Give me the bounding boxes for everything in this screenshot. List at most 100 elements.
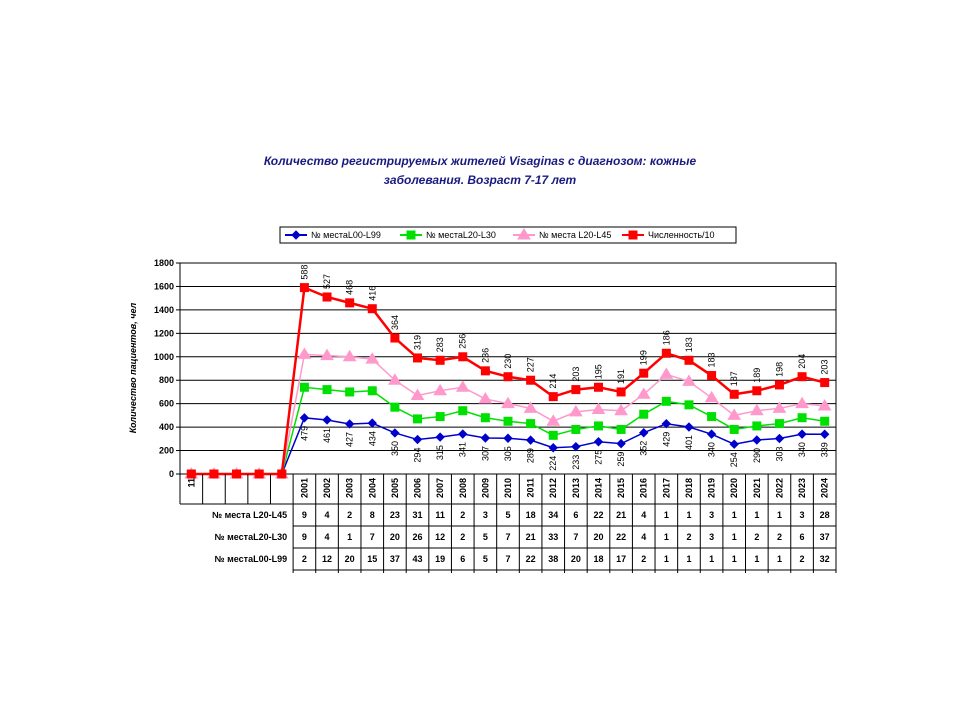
x-tick-label: 2022 [774,478,784,498]
x-tick-label: 2019 [707,478,717,498]
data-point [390,333,400,343]
table-cell: 43 [413,554,423,564]
data-point [636,387,651,399]
data-label: 203 [571,367,581,382]
table-cell: 1 [686,510,691,520]
data-point [254,469,264,479]
data-point [797,372,807,382]
table-row-label: № местаL20-L30 [215,532,288,542]
table-cell: 2 [800,554,805,564]
data-point [661,348,671,358]
data-point [320,348,334,361]
data-point [433,383,448,396]
table-cell: 9 [302,510,307,520]
legend-label: № местаL20-L30 [426,230,496,240]
legend-marker [628,230,638,240]
table-cell: 5 [505,510,510,520]
table-cell: 4 [325,532,330,542]
x-tick-label: 2021 [752,478,762,498]
data-point [413,414,423,424]
data-point [707,412,717,422]
data-point [729,424,739,434]
data-point [704,390,719,403]
legend-label: № местаL00-L99 [311,230,381,240]
table-cell: 12 [322,554,332,564]
table-cell: 2 [686,532,691,542]
data-point [774,433,785,444]
data-point [523,401,538,413]
table-cell: 15 [367,554,377,564]
data-point [367,418,377,428]
data-point [749,403,764,416]
x-tick-label: 2010 [503,478,513,498]
data-label: 256 [458,334,468,349]
data-label: 479 [299,426,309,441]
x-tick-label: 11 [186,478,196,488]
legend-box [279,226,737,244]
table-cell: 20 [390,532,400,542]
data-point [820,416,830,426]
table-cell: 3 [709,532,714,542]
data-point [458,352,468,362]
data-label: 224 [548,456,558,471]
data-label: 339 [820,442,830,457]
data-label: 341 [458,442,468,457]
data-label: 187 [729,371,739,386]
data-point [659,367,674,379]
data-label: 340 [707,442,717,457]
data-label: 294 [413,448,423,463]
data-point [526,375,536,385]
y-tick-label: 0 [169,469,174,479]
data-point [435,355,445,365]
data-point [186,469,196,479]
data-point [458,406,468,416]
x-tick-label: 2012 [548,478,558,498]
data-label: 283 [435,337,445,352]
data-label: 468 [345,280,355,295]
table-cell: 33 [548,532,558,542]
table-cell: 21 [526,532,536,542]
data-label: 254 [729,452,739,467]
data-point [591,402,606,415]
table-cell: 7 [505,532,510,542]
x-tick-label: 2002 [322,478,332,498]
data-point [478,392,493,404]
x-tick-label: 2015 [616,478,626,498]
data-label: 191 [616,369,626,384]
x-tick-label: 2020 [729,478,739,498]
y-tick-label: 1800 [154,258,174,268]
table-cell: 1 [754,554,759,564]
table-cell: 1 [777,510,782,520]
table-cell: 1 [664,510,669,520]
data-point [390,428,400,438]
data-label: 199 [639,350,649,365]
data-point [707,371,717,381]
data-label: 259 [616,452,626,467]
data-point [480,366,490,376]
data-label: 305 [503,446,513,461]
data-label: 236 [480,348,490,363]
data-label: 340 [797,442,807,457]
data-label: 189 [752,368,762,383]
table-cell: 3 [709,510,714,520]
data-label: 303 [774,446,784,461]
table-row-label: № места L20-L45 [212,510,287,520]
data-point [435,412,445,422]
data-point [345,298,355,308]
data-point [614,403,628,416]
x-tick-label: 2017 [661,478,671,498]
data-label: 195 [593,364,603,379]
x-tick-label: 2005 [390,478,400,498]
data-point [277,469,287,479]
data-label: 290 [752,448,762,463]
data-point [752,435,762,445]
table-cell: 4 [325,510,330,520]
table-cell: 11 [435,510,445,520]
table-cell: 21 [616,510,626,520]
y-tick-label: 1200 [154,328,174,338]
table-cell: 17 [616,554,626,564]
data-point [232,469,242,479]
data-label: 230 [503,354,513,369]
data-point [435,432,445,442]
